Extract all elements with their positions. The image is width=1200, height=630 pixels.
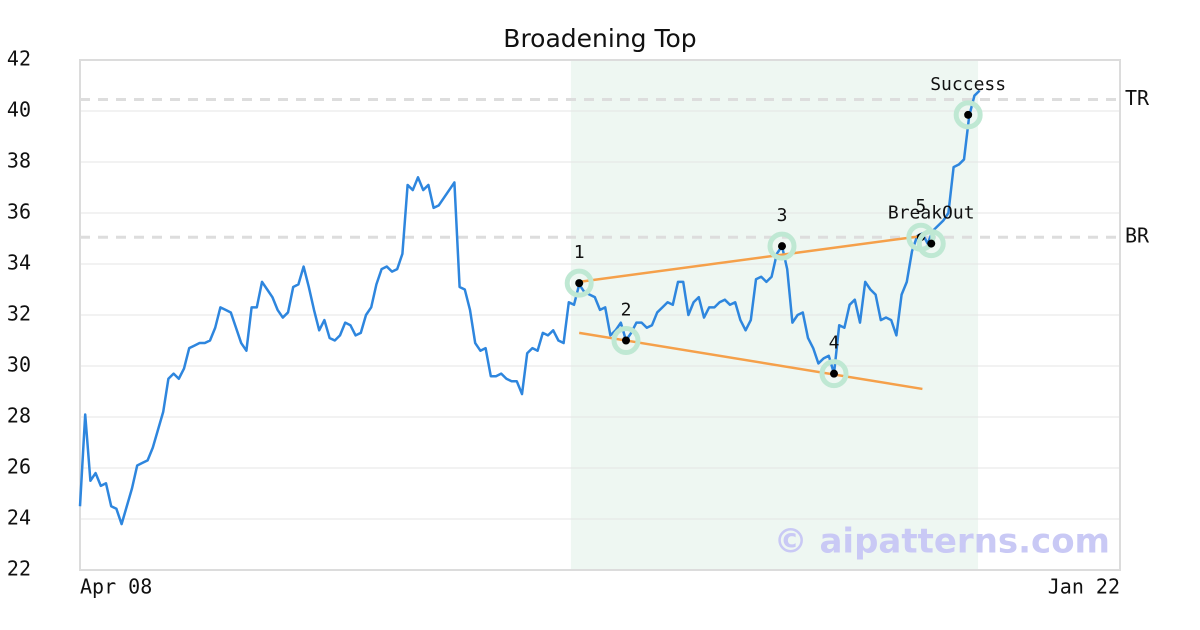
pivot-dot: [927, 239, 936, 248]
watermark: © aipatterns.com: [774, 522, 1110, 562]
pivot-highlight: [564, 268, 594, 298]
pivot-label: 1: [574, 242, 585, 263]
pivot-label: 3: [777, 205, 788, 226]
level-label: BR: [1125, 224, 1150, 248]
pivot-highlight: [953, 100, 983, 130]
y-tick-label: 34: [7, 251, 31, 275]
y-tick-label: 36: [7, 200, 31, 224]
pivot-dot: [575, 279, 584, 288]
pivot-highlight: [819, 359, 849, 389]
pivot-dot: [830, 369, 838, 378]
x-tick-label: Jan 22: [1048, 575, 1120, 599]
level-label: TR: [1125, 86, 1150, 110]
pivot-label: 5: [915, 196, 926, 217]
pivot-label: Success: [930, 74, 1006, 95]
chart-title: Broadening Top: [503, 24, 696, 53]
price-line: [78, 89, 981, 526]
y-tick-label: 32: [7, 302, 31, 326]
pivot-highlight: [916, 229, 946, 259]
trendline: [579, 234, 923, 284]
y-tick-label: 22: [7, 557, 31, 581]
y-tick-label: 40: [7, 98, 31, 122]
y-tick-label: 24: [7, 506, 31, 530]
x-tick-label: Apr 08: [80, 575, 152, 599]
y-tick-label: 30: [7, 353, 31, 377]
y-tick-label: 26: [7, 455, 31, 479]
pivot-highlight: [611, 326, 641, 355]
plot-frame: [79, 59, 1121, 571]
pivot-dot: [964, 110, 973, 119]
y-tick-label: 28: [7, 404, 31, 428]
y-tick-label: 42: [7, 47, 31, 71]
pivot-highlight: [767, 231, 797, 261]
pivot-label: 4: [829, 333, 840, 354]
pivot-label: BreakOut: [888, 203, 975, 224]
pivot-label: 2: [621, 300, 632, 321]
pivot-dot: [778, 242, 786, 251]
pivot-dot: [622, 336, 630, 345]
y-tick-label: 38: [7, 149, 31, 173]
